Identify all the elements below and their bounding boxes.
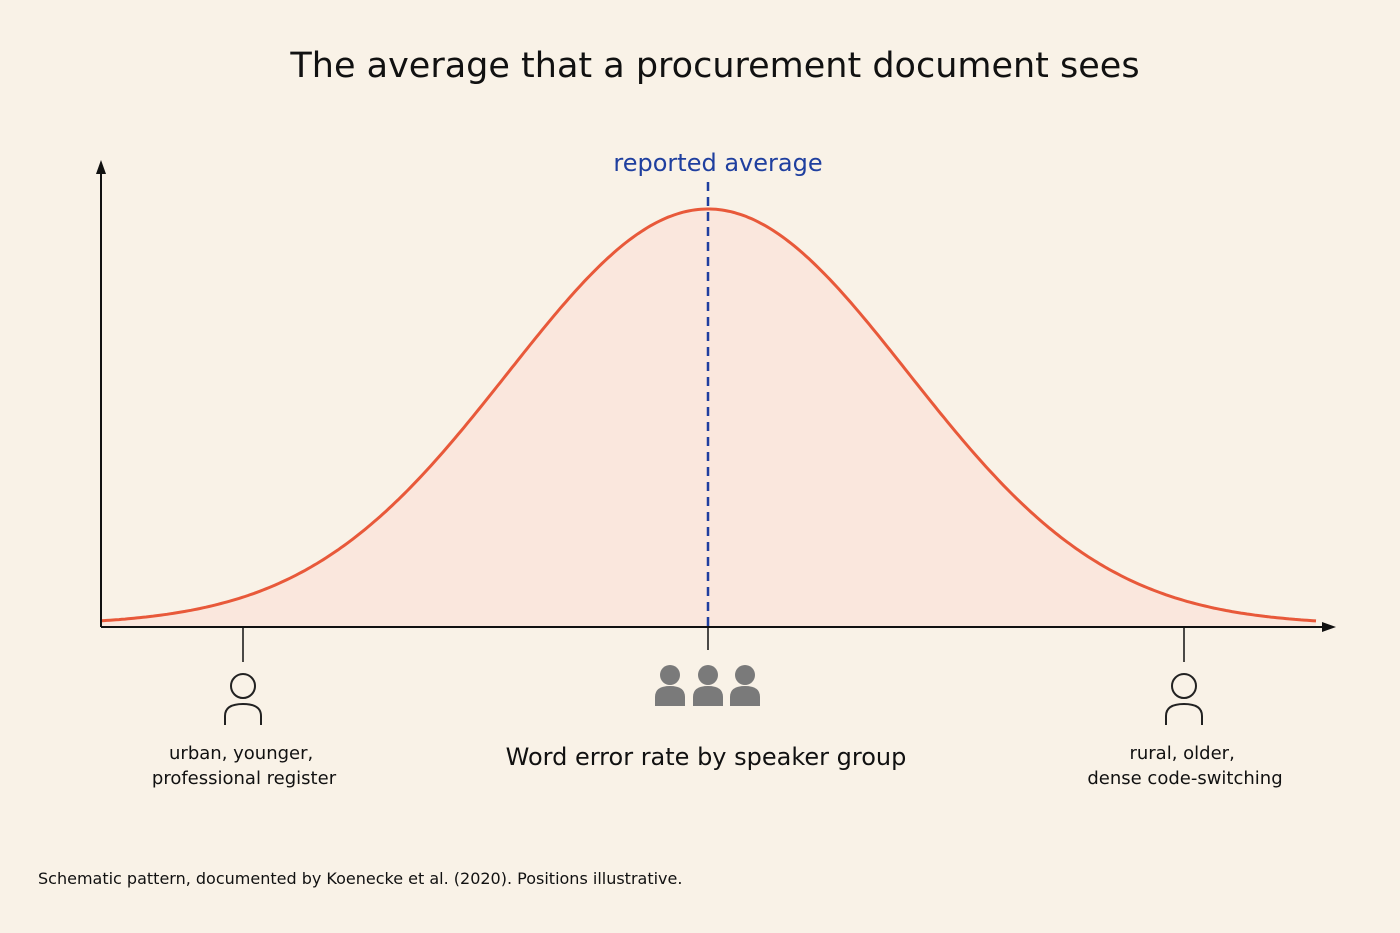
- person-icon: [1165, 673, 1203, 725]
- footnote: Schematic pattern, documented by Koeneck…: [38, 869, 682, 888]
- curve: [100, 207, 1317, 623]
- x-arrow: [1322, 622, 1336, 632]
- person-icon: [224, 673, 262, 725]
- group-label-line: professional register: [152, 768, 337, 789]
- axis-label: Word error rate by speaker group: [506, 743, 907, 771]
- group-icon: [655, 665, 760, 706]
- group-label-line: urban, younger,: [169, 743, 313, 764]
- average-label: reported average: [613, 149, 822, 177]
- group-label: rural, older, dense code-switching: [1087, 743, 1282, 789]
- curve-area: [101, 209, 1316, 627]
- y-arrow: [96, 160, 106, 174]
- title: The average that a procurement document …: [289, 46, 1139, 86]
- group-label-line: dense code-switching: [1087, 768, 1282, 789]
- group-label-line: rural, older,: [1129, 743, 1234, 764]
- group-label: urban, younger, professional register: [152, 743, 337, 789]
